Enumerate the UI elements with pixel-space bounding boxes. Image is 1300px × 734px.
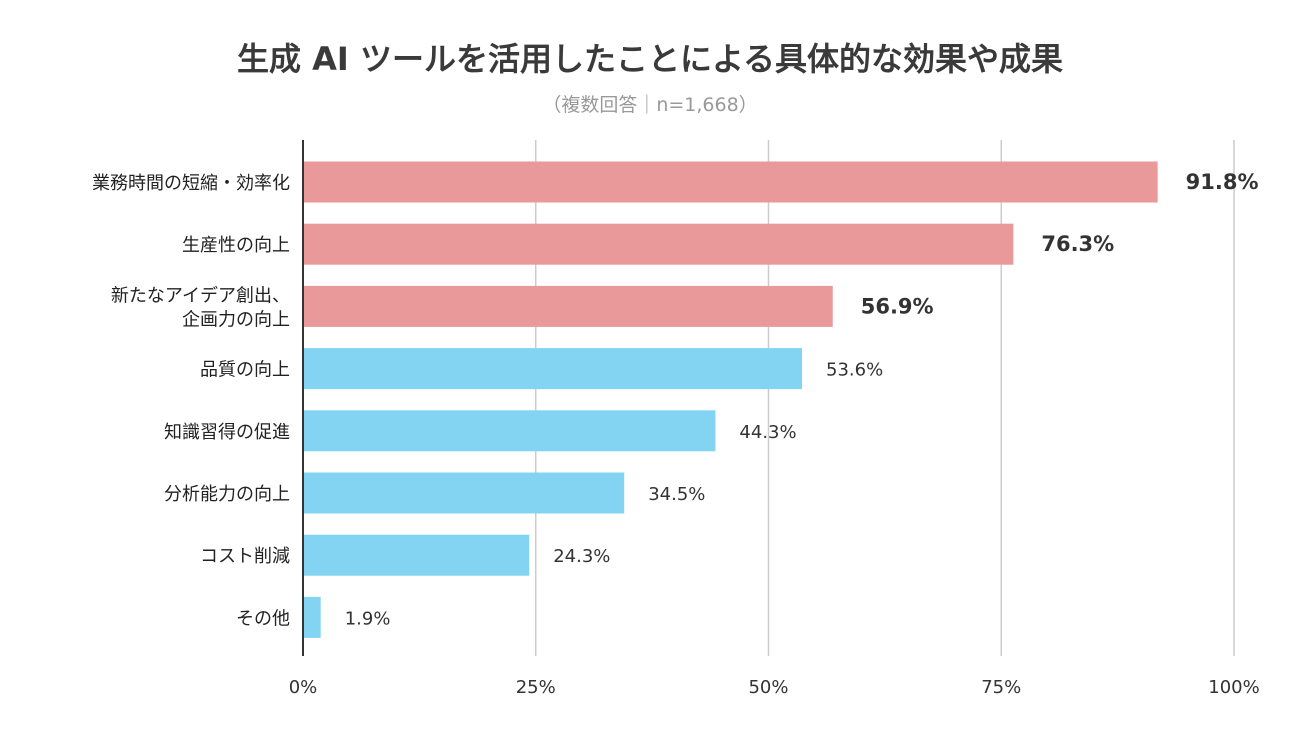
bar xyxy=(303,472,625,514)
bar xyxy=(303,223,1014,265)
category-label: コスト削減 xyxy=(200,546,290,567)
category-label: 生産性の向上 xyxy=(182,235,290,256)
data-label: 1.9% xyxy=(345,608,391,629)
data-label: 24.3% xyxy=(553,546,610,567)
data-label: 91.8% xyxy=(1186,170,1259,194)
x-tick-label: 100% xyxy=(1208,677,1259,698)
category-label: 新たなアイデア創出、 xyxy=(111,285,290,306)
x-tick-label: 50% xyxy=(748,677,788,698)
bar xyxy=(303,410,716,452)
category-label: 知識習得の促進 xyxy=(164,422,290,443)
category-label: 分析能力の向上 xyxy=(164,484,290,505)
data-label: 53.6% xyxy=(826,360,883,381)
data-label: 56.9% xyxy=(861,294,934,318)
x-tick-label: 75% xyxy=(981,677,1021,698)
bar xyxy=(303,285,833,327)
x-tick-label: 0% xyxy=(289,677,318,698)
data-label: 34.5% xyxy=(648,484,705,505)
data-label: 76.3% xyxy=(1041,232,1114,256)
category-label: 品質の向上 xyxy=(200,360,290,381)
category-label: 業務時間の短縮・効率化 xyxy=(92,173,290,194)
bar xyxy=(303,348,803,390)
category-label: 企画力の向上 xyxy=(182,309,290,330)
bar xyxy=(303,534,530,576)
bar xyxy=(303,161,1158,203)
x-tick-label: 25% xyxy=(516,677,556,698)
data-label: 44.3% xyxy=(739,422,796,443)
chart-subtitle: （複数回答｜n=1,668） xyxy=(542,94,757,116)
category-label: その他 xyxy=(236,608,290,629)
bar xyxy=(303,596,321,638)
chart-title: 生成 AI ツールを活用したことによる具体的な効果や成果 xyxy=(237,40,1063,78)
